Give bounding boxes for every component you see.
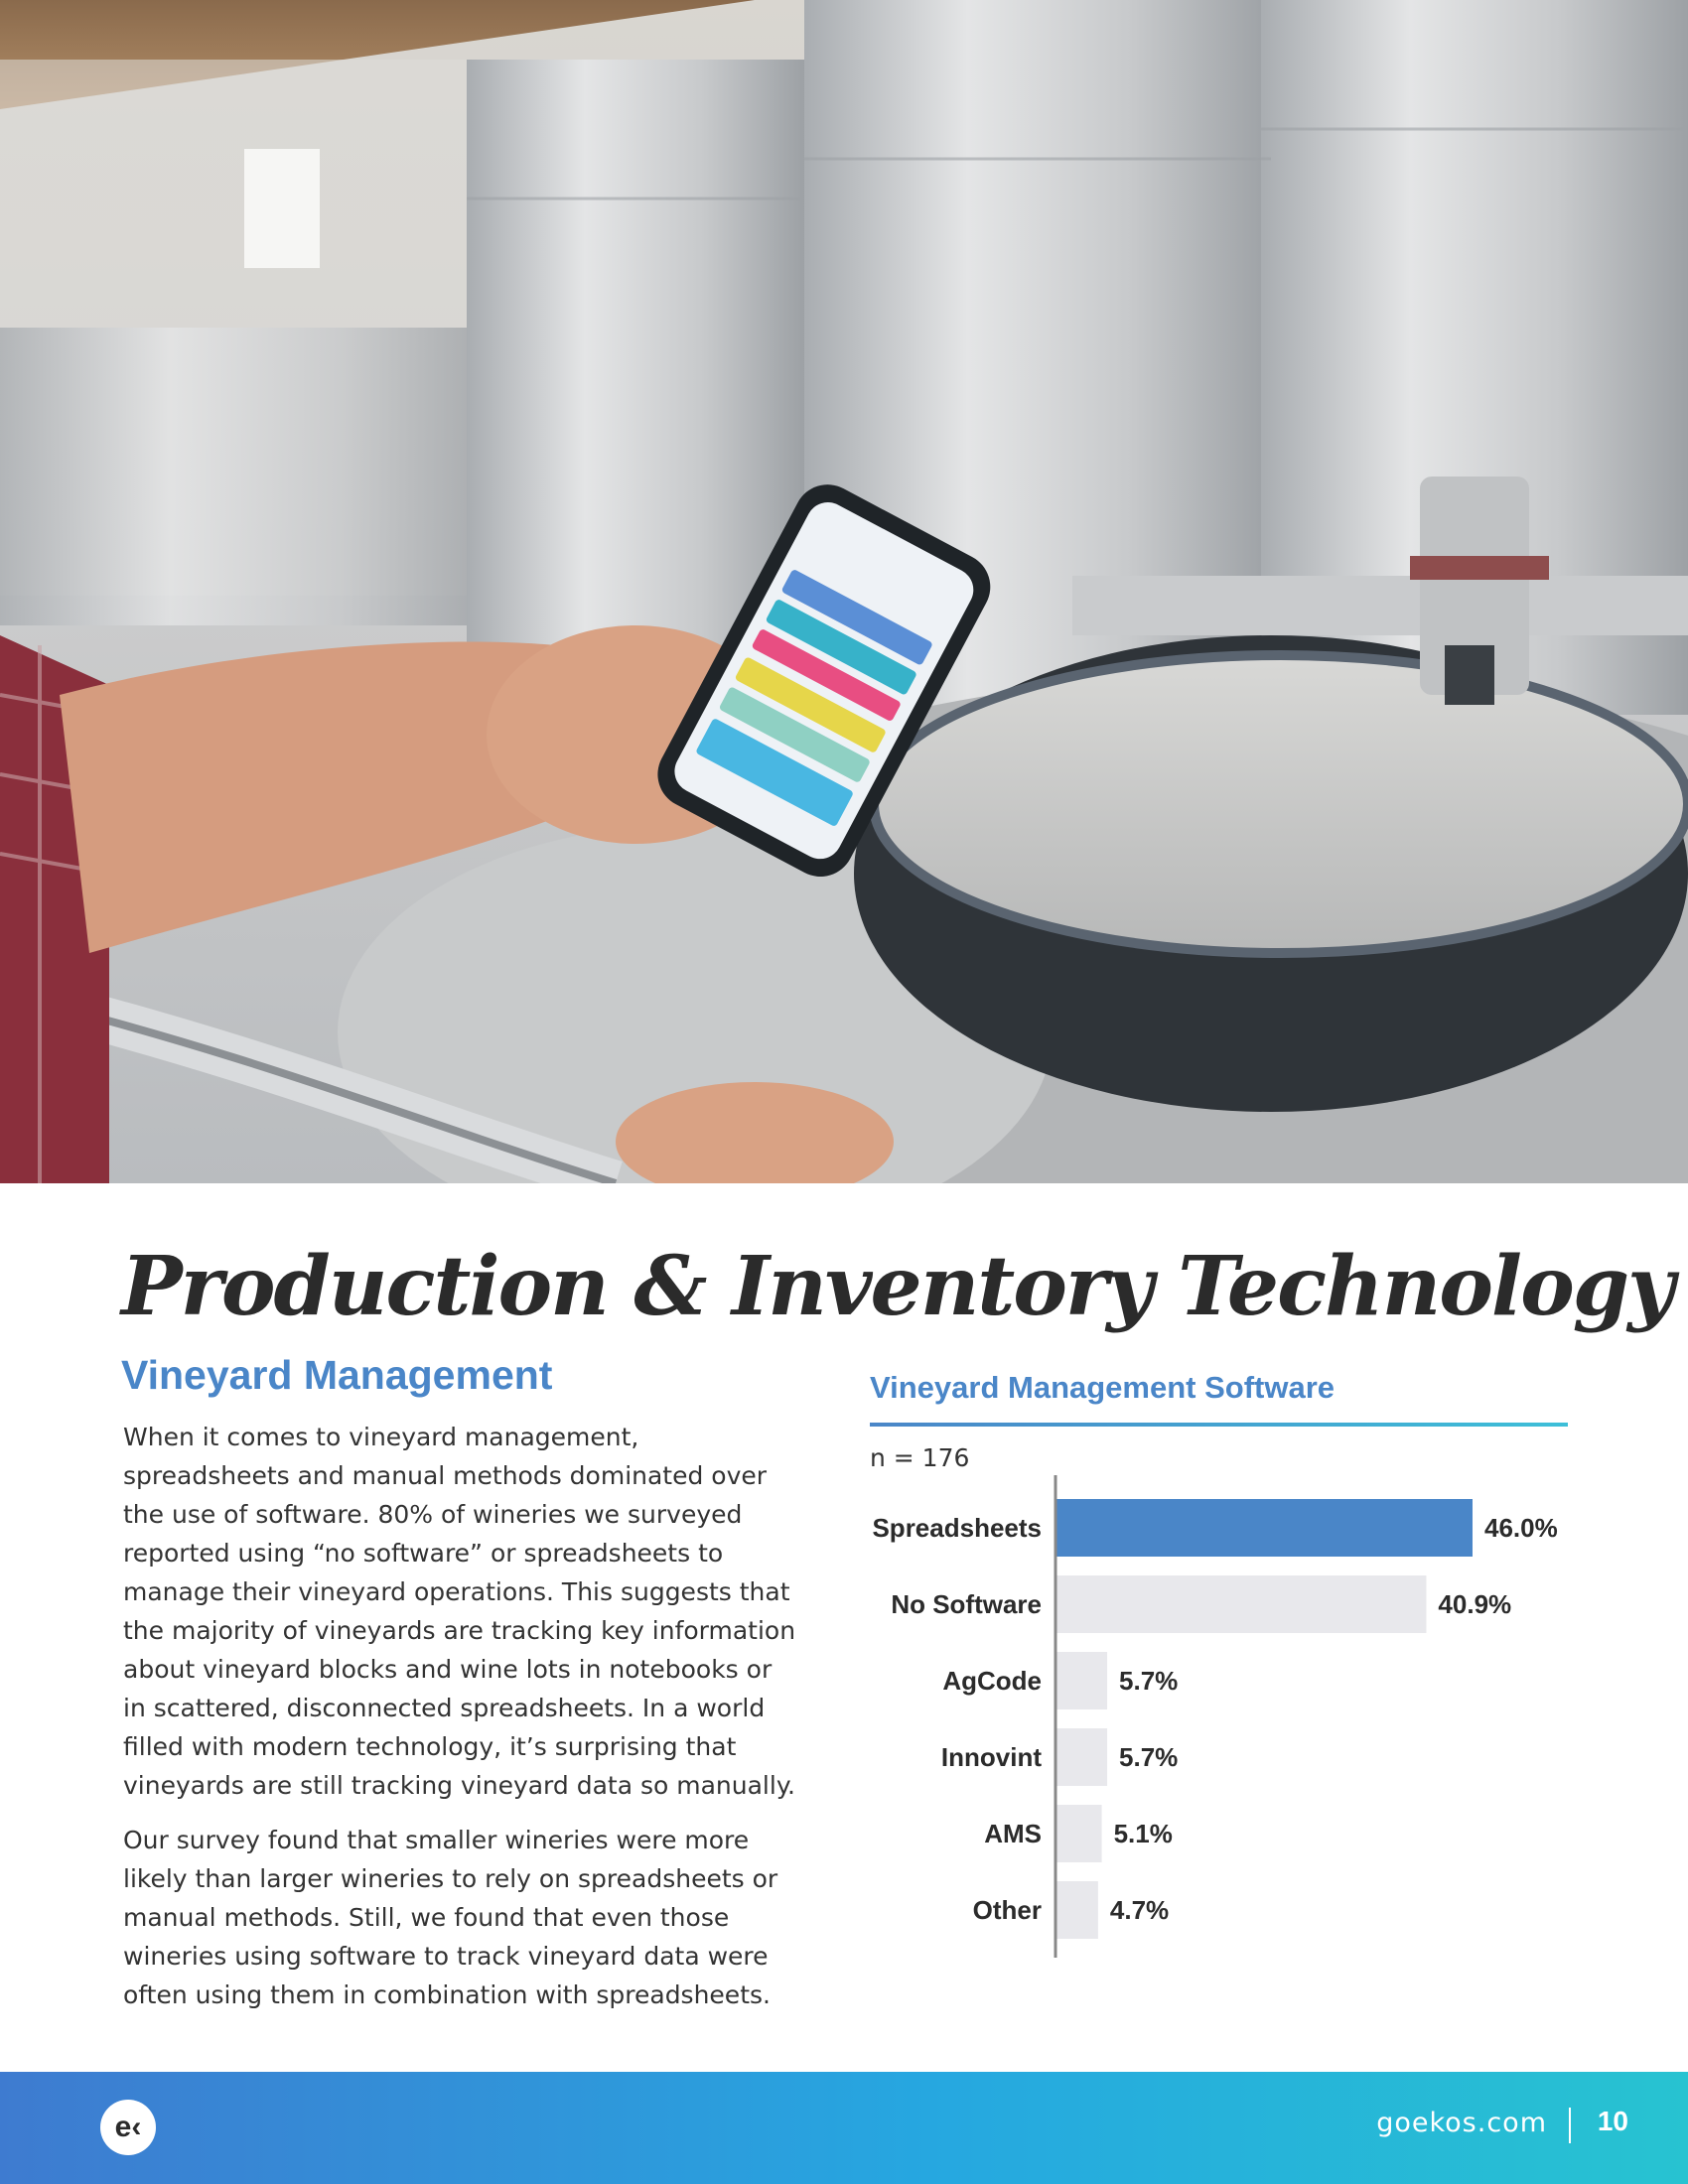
- bar-spreadsheets: [1055, 1499, 1473, 1557]
- winery-tank-scene: [0, 0, 1688, 1183]
- value-label: 5.7%: [1119, 1666, 1178, 1696]
- section-heading: Vineyard Management: [121, 1352, 553, 1398]
- value-label: 46.0%: [1484, 1513, 1558, 1543]
- category-label: AgCode: [942, 1666, 1042, 1696]
- bar-other: [1055, 1881, 1098, 1939]
- category-label: Other: [973, 1895, 1042, 1925]
- value-label: 40.9%: [1438, 1589, 1511, 1619]
- footer-website[interactable]: goekos.com: [1376, 2108, 1547, 2138]
- value-label: 4.7%: [1110, 1895, 1169, 1925]
- body-paragraph-1: When it comes to vineyard management, sp…: [123, 1423, 796, 1800]
- footer-divider: [1569, 2108, 1571, 2143]
- value-label: 5.7%: [1119, 1742, 1178, 1772]
- bar-ams: [1055, 1805, 1102, 1862]
- category-label: Spreadsheets: [872, 1513, 1042, 1543]
- bar-chart: Spreadsheets 46.0% No Software 40.9% AgCode 5…: [872, 1475, 1558, 1958]
- bar-no-software: [1055, 1575, 1427, 1633]
- value-label: 5.1%: [1114, 1819, 1173, 1848]
- bar-innovint: [1055, 1728, 1108, 1786]
- bar-agcode: [1055, 1652, 1108, 1709]
- body-text: When it comes to vineyard management, sp…: [123, 1418, 798, 2030]
- page-title: Production & Inventory Technology: [121, 1239, 1675, 1334]
- hero-photo: [0, 0, 1688, 1183]
- category-label: No Software: [891, 1589, 1042, 1619]
- chart-sample-size: n = 176: [870, 1443, 970, 1472]
- page-number: 10: [1597, 2106, 1628, 2136]
- category-label: Innovint: [941, 1742, 1042, 1772]
- ekos-logo-mark: e‹: [114, 2111, 142, 2143]
- footer-bar: e‹ goekos.com 10: [0, 2072, 1688, 2184]
- category-label: AMS: [984, 1819, 1042, 1848]
- ekos-logo: e‹: [100, 2100, 156, 2155]
- chart-title-rule: [870, 1423, 1568, 1427]
- chart-title: Vineyard Management Software: [870, 1370, 1336, 1405]
- body-paragraph-2: Our survey found that smaller wineries w…: [123, 1826, 778, 2009]
